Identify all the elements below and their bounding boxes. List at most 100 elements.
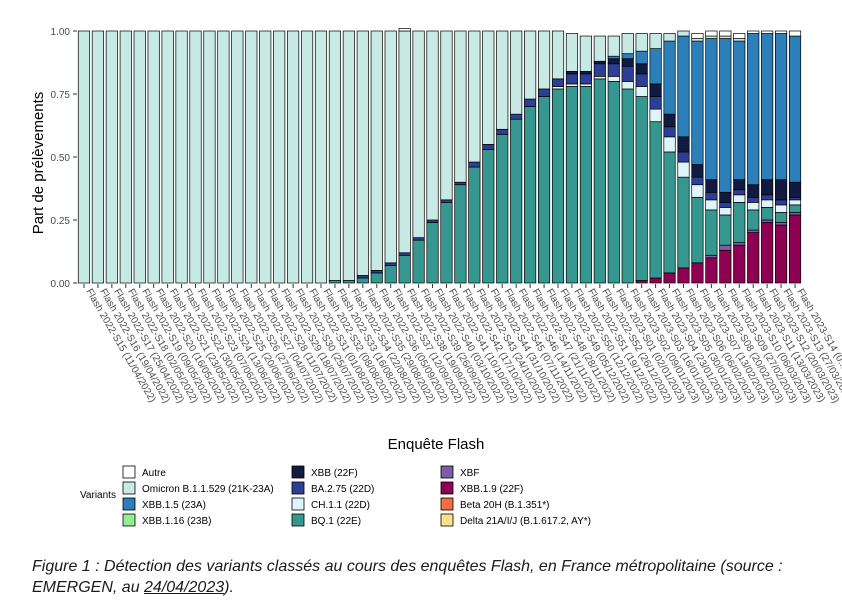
bar-segment bbox=[496, 30, 509, 130]
bar-segment bbox=[635, 73, 648, 87]
caption-text: Figure 1 : Détection des variants classé… bbox=[32, 558, 783, 596]
bar-segment bbox=[705, 179, 718, 193]
bar-segment bbox=[440, 30, 453, 201]
bar-segment bbox=[788, 196, 802, 201]
bar-segment bbox=[733, 194, 746, 203]
bar-segment bbox=[105, 30, 118, 284]
bar-segment bbox=[426, 222, 439, 284]
bar-segment bbox=[328, 30, 342, 281]
bar-segment bbox=[454, 30, 467, 183]
y-tick-label: 1.00 bbox=[51, 27, 71, 38]
bar-segment bbox=[788, 199, 802, 206]
bar-segment bbox=[245, 30, 258, 284]
legend-label: XBB.1.9 (22F) bbox=[460, 484, 523, 495]
legend-label: XBB.1.5 (23A) bbox=[142, 500, 206, 511]
bar-segment bbox=[677, 30, 690, 37]
bar-segment bbox=[621, 88, 634, 284]
bar-segment bbox=[133, 30, 146, 284]
bar-segment bbox=[398, 254, 411, 284]
bar-segment bbox=[733, 202, 746, 244]
bar-segment bbox=[91, 30, 104, 284]
bar-segment bbox=[551, 30, 565, 80]
bar-segment bbox=[761, 194, 774, 201]
bar-segment bbox=[510, 118, 523, 284]
bar-segment bbox=[733, 38, 746, 42]
bar-segment bbox=[482, 149, 495, 284]
bar-segment bbox=[719, 214, 732, 246]
bar-segment bbox=[468, 161, 481, 168]
bar-segment bbox=[775, 224, 788, 284]
bar-segment bbox=[761, 33, 774, 181]
bar-segment bbox=[733, 244, 746, 284]
bar-segment bbox=[593, 63, 606, 77]
bar-segment bbox=[356, 275, 369, 279]
bar-segment bbox=[788, 181, 802, 198]
bar-segment bbox=[649, 83, 662, 97]
legend-label: Delta 21A/I/J (B.1.617.2, AY*) bbox=[460, 516, 591, 527]
y-tick-label: 0.75 bbox=[51, 90, 71, 101]
bar-segment bbox=[705, 35, 718, 39]
bar-segment bbox=[77, 30, 91, 284]
bar-segment bbox=[565, 86, 579, 284]
bar-segment bbox=[719, 244, 732, 251]
bar-segment bbox=[705, 254, 718, 259]
bar-segment bbox=[496, 133, 509, 284]
bar-segment bbox=[747, 30, 760, 34]
legend-label: BA.2.75 (22D) bbox=[311, 484, 374, 495]
bar-segment bbox=[607, 76, 620, 82]
bar-segment bbox=[565, 70, 579, 75]
bar-segment bbox=[761, 30, 774, 34]
bar-segment bbox=[440, 202, 453, 284]
bar-segment bbox=[747, 229, 760, 233]
bar-segment bbox=[524, 106, 537, 284]
bar-segment bbox=[761, 179, 774, 196]
bar-segment bbox=[579, 35, 592, 72]
bar-segment bbox=[510, 30, 523, 115]
legend-label: Omicron B.1.1.529 (21K-23A) bbox=[142, 484, 274, 495]
legend-swatch bbox=[291, 497, 305, 511]
bar-segment bbox=[663, 136, 676, 153]
bar-segment bbox=[607, 58, 620, 65]
bar-segment bbox=[649, 48, 662, 85]
bar-segment bbox=[510, 113, 523, 120]
bar-segment bbox=[426, 30, 439, 221]
bar-segment bbox=[761, 207, 774, 221]
bar-segment bbox=[691, 33, 704, 39]
bar-segment bbox=[747, 232, 760, 284]
bar-segment bbox=[287, 30, 300, 284]
legend: Autre Omicron B.1.1.529 (21K-23A) XBB.1.5 … bbox=[122, 465, 591, 527]
bar-segment bbox=[175, 30, 188, 284]
bar-segment bbox=[607, 35, 620, 57]
bar-segment bbox=[579, 70, 592, 75]
bar-segment bbox=[426, 219, 439, 223]
bar-segment bbox=[482, 144, 495, 150]
legend-swatch bbox=[122, 497, 136, 511]
bar-segment bbox=[747, 184, 760, 198]
legend-title: Variants bbox=[80, 490, 116, 501]
bar-segment bbox=[705, 257, 718, 284]
bar-segment bbox=[579, 73, 592, 85]
bar-segment bbox=[663, 126, 676, 138]
bar-segment bbox=[356, 277, 369, 284]
bar-segment bbox=[775, 33, 788, 181]
bar-segment bbox=[788, 35, 802, 183]
bar-segment bbox=[719, 30, 732, 37]
bar-segment bbox=[468, 166, 481, 284]
bar-segment bbox=[747, 202, 760, 211]
bar-segment bbox=[788, 214, 802, 284]
bar-segment bbox=[398, 30, 411, 254]
bar-segment bbox=[565, 33, 579, 72]
y-tick-label: 0.00 bbox=[51, 279, 71, 290]
bar-segment bbox=[621, 53, 634, 60]
bar-segment bbox=[524, 30, 537, 100]
bar-segment bbox=[677, 176, 690, 269]
bar-segment bbox=[454, 184, 467, 284]
bar-segment bbox=[775, 179, 788, 201]
bar-segment bbox=[607, 81, 620, 284]
bar-segment bbox=[719, 249, 732, 284]
bar-segment bbox=[161, 30, 174, 284]
bar-segment bbox=[593, 76, 606, 80]
bar-segment bbox=[691, 196, 704, 264]
bar-segment bbox=[691, 184, 704, 198]
